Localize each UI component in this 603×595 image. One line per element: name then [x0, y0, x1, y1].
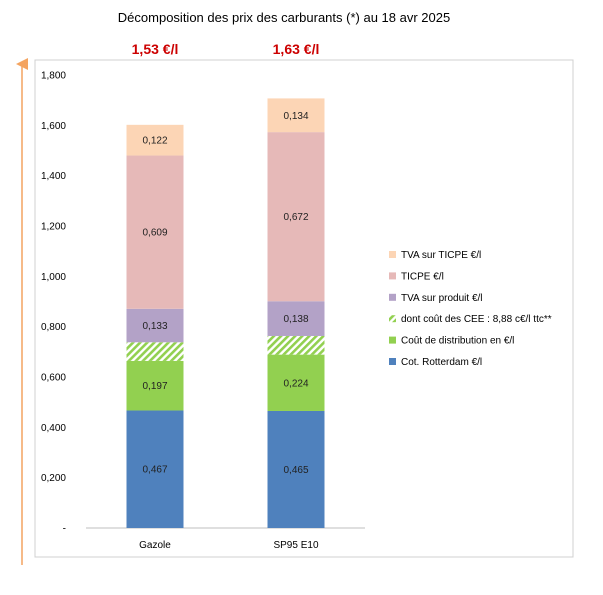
bar-value-label: 0,138 — [283, 314, 308, 325]
bar-segment — [267, 354, 325, 411]
y-tick-label: 0,800 — [41, 322, 66, 333]
legend-swatch — [389, 315, 396, 323]
y-tick-label: 1,600 — [41, 121, 66, 132]
bar-value-label: 0,197 — [142, 381, 167, 392]
total-price-labels: 1,53 €/l 1,63 €/l — [132, 41, 320, 57]
category-label: SP95 E10 — [273, 540, 318, 551]
bar-segment — [267, 335, 325, 355]
legend-swatch — [389, 293, 396, 301]
bar-value-label: 0,133 — [142, 321, 167, 332]
y-tick-label: 1,800 — [41, 71, 66, 82]
legend-swatch — [389, 336, 396, 344]
bar-segment — [126, 410, 184, 528]
bar-value-label: 0,467 — [142, 465, 167, 476]
legend-entry: TVA sur produit €/l — [401, 293, 483, 304]
total-price-label: 1,63 €/l — [273, 41, 320, 57]
legend-entry: TVA sur TICPE €/l — [401, 250, 481, 261]
bar-value-label: 0,224 — [283, 378, 308, 389]
y-axis-ticks: - 0,200 0,400 0,600 0,800 1,000 1,200 1,400 1,60… — [41, 71, 66, 535]
y-tick-label: 1,200 — [41, 222, 66, 233]
legend-entry: Coût de distribution en €/l — [401, 336, 514, 347]
bar-segment — [126, 342, 184, 361]
bar-segment — [126, 124, 184, 156]
y-tick-label: 0,600 — [41, 373, 66, 384]
bar-segment — [126, 155, 184, 309]
bar-value-label: 0,134 — [283, 111, 308, 122]
bar-segment — [267, 301, 325, 336]
y-tick-label: - — [63, 524, 66, 535]
category-label: Gazole — [139, 540, 171, 551]
legend-entry: Cot. Rotterdam €/l — [401, 357, 482, 368]
bar-value-label: 0,609 — [142, 228, 167, 239]
legend: TVA sur TICPE €/l TICPE €/l TVA sur produi… — [389, 250, 552, 368]
chart-title: Décomposition des prix des carburants (*… — [118, 10, 450, 25]
bar-value-label: 0,465 — [283, 465, 308, 476]
legend-entry: TICPE €/l — [401, 271, 444, 282]
y-tick-label: 0,200 — [41, 473, 66, 484]
legend-entry: dont coût des CEE : 8,88 c€/l ttc** — [401, 314, 552, 325]
bar-segment — [267, 132, 325, 302]
total-price-label: 1,53 €/l — [132, 41, 179, 57]
bars-group: 0,467 0,197 0,133 0,609 0,122 0,465 0,224 0,138… — [126, 98, 325, 528]
y-tick-label: 0,400 — [41, 423, 66, 434]
bar-segment — [267, 98, 325, 133]
category-labels: Gazole SP95 E10 — [139, 540, 319, 551]
bar-segment — [126, 360, 184, 411]
bar-value-label: 0,122 — [142, 136, 167, 147]
bar-segment — [126, 308, 184, 343]
legend-swatch — [389, 358, 396, 365]
legend-swatch — [389, 251, 396, 258]
bar-value-label: 0,672 — [283, 212, 308, 223]
y-tick-label: 1,400 — [41, 171, 66, 182]
y-tick-label: 1,000 — [41, 272, 66, 283]
chart-area-border — [34, 59, 574, 558]
legend-swatch — [389, 272, 396, 280]
bar-segment — [267, 410, 325, 528]
